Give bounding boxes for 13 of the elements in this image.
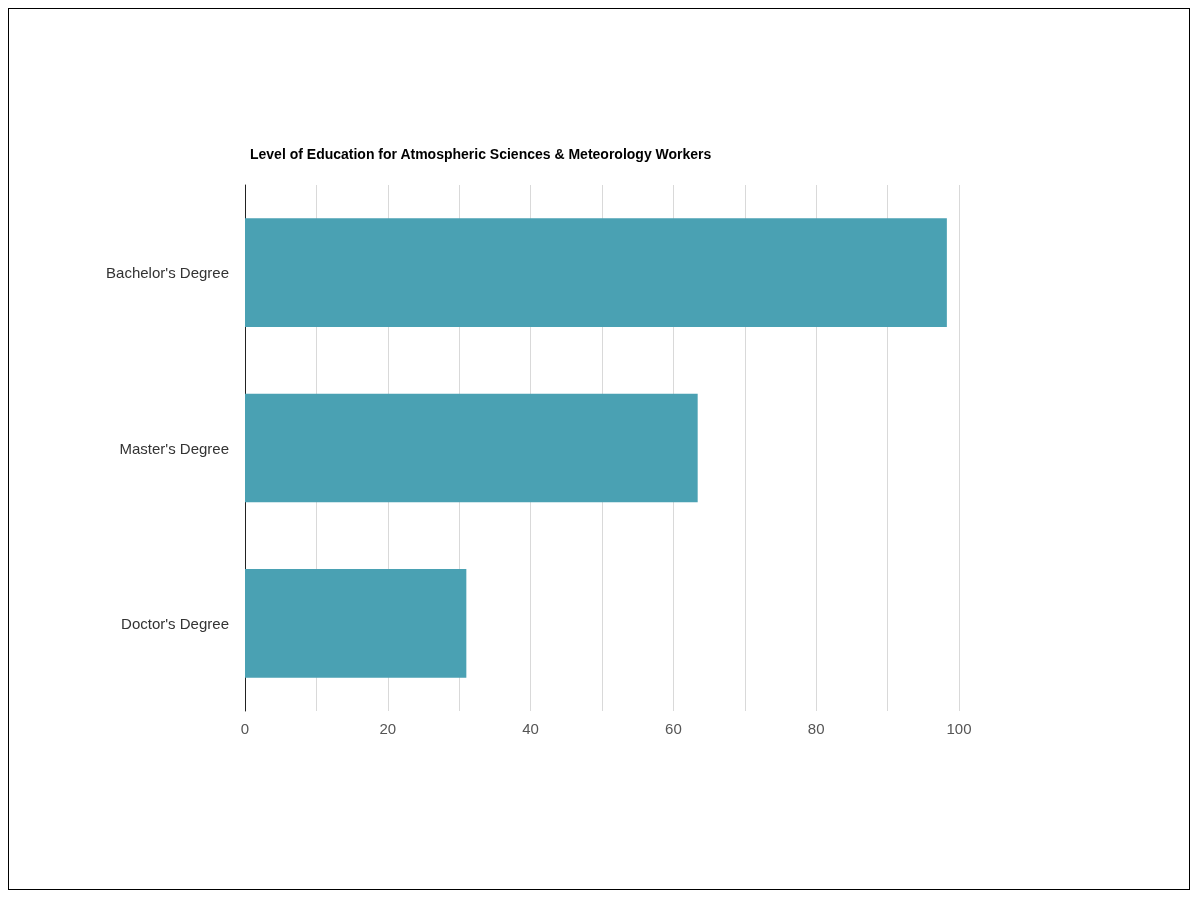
- bar: [245, 218, 947, 328]
- y-tick-label: Bachelor's Degree: [106, 264, 229, 282]
- x-tick-label: 80: [807, 720, 825, 737]
- y-tick-label: Master's Degree: [119, 439, 229, 457]
- x-tick-label: 100: [946, 720, 972, 737]
- bar: [245, 393, 698, 503]
- x-tick-label: 20: [379, 720, 397, 737]
- x-tick-label: 40: [522, 720, 539, 737]
- x-tick-label: 0: [240, 720, 250, 737]
- x-tick-label: 60: [665, 720, 682, 737]
- chart-title: Level of Education for Atmospheric Sciences & Meteorology Workers: [250, 146, 712, 162]
- y-tick-label: Doctor's Degree: [121, 614, 229, 632]
- bar: [245, 568, 467, 678]
